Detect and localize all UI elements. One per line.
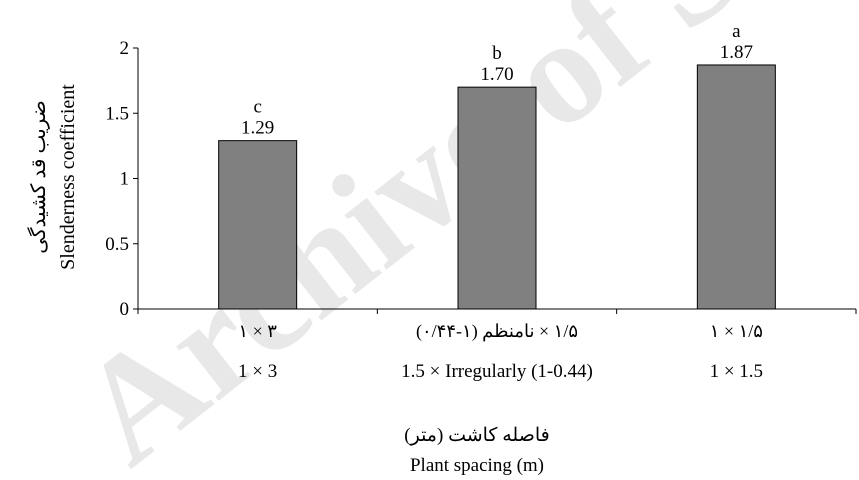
significance-letter: a [732,21,741,42]
data-label: 1.70 [480,64,513,85]
x-tick-label-en: 1 × 3 [238,361,277,382]
significance-letter: b [492,43,502,64]
bars [218,64,776,310]
x-axis-label-en: Plant spacing (m) [410,455,544,476]
x-tick-label-fa: ۱/۵ × نامنظم (۱-۰/۴۴) [416,321,578,342]
labels: 1.29c ۳ × ۱ 1 × 3 1.70b ۱/۵ × نامنظم (۱-۰/۴۴… [238,21,763,382]
y-tick-label: 0 [120,299,130,320]
y-axis-label-fa: ضریب قد کشیدگی [27,100,50,253]
y-tick-label: 1.5 [105,103,129,124]
x-axis-label-fa: فاصله کاشت (متر) [404,425,549,446]
y-axis-label-en: Slenderness coefficient [57,84,79,270]
data-label: 1.87 [720,42,753,63]
y-tick-label: 1 [120,169,130,190]
bar [457,86,537,310]
x-tick-label-en: 1 × 1.5 [710,361,763,382]
data-label: 1.29 [241,118,274,139]
significance-letter: c [253,97,261,118]
x-tick-label-en: 1.5 × Irregularly (1-0.44) [401,361,593,382]
y-tick-label: 0.5 [105,234,129,255]
y-tick-label: 2 [120,38,130,59]
bar [218,140,298,310]
x-tick-label-fa: ۳ × ۱ [238,321,277,341]
bar [696,64,776,310]
x-tick-label-fa: ۱/۵ × ۱ [710,321,763,341]
